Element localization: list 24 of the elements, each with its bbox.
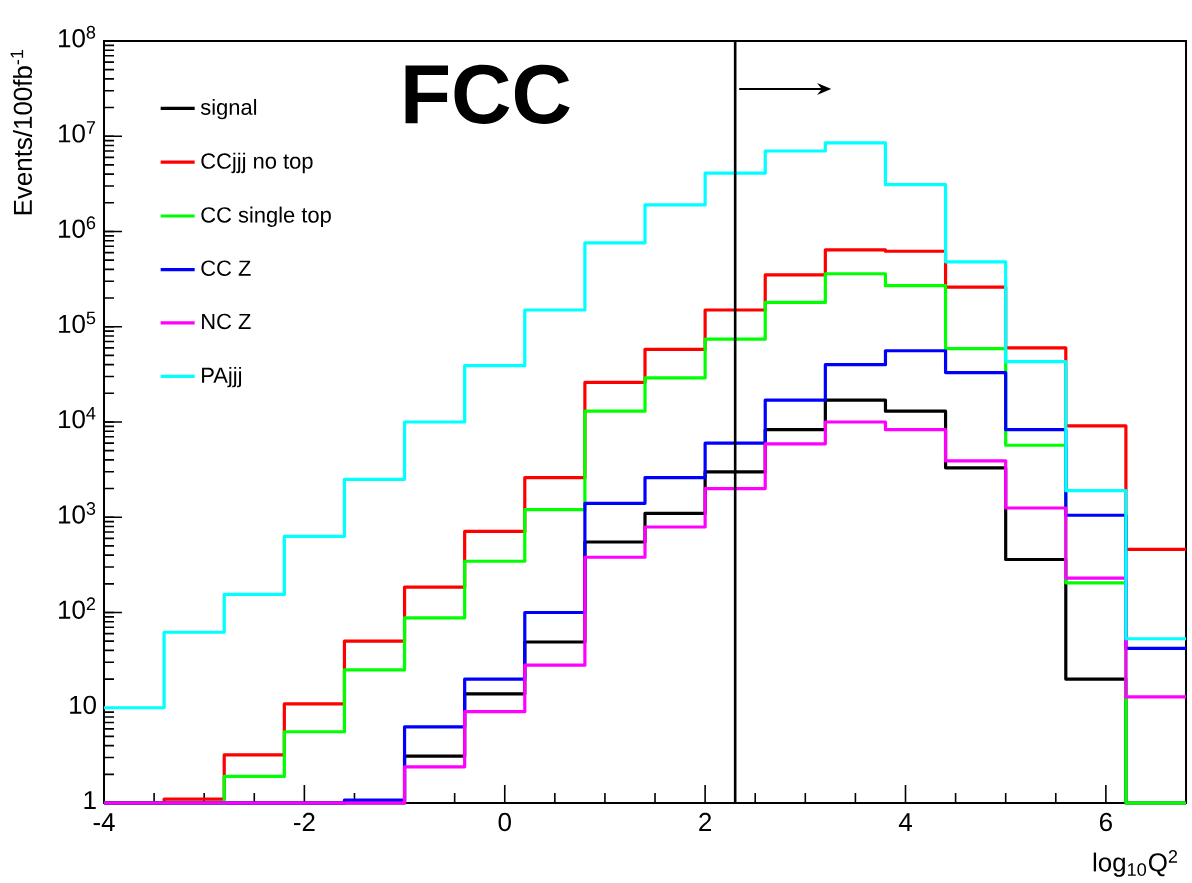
legend-label: CC Z — [201, 260, 251, 276]
legend-label: signal — [200, 98, 257, 120]
x-tick-label: 6 — [1099, 812, 1112, 832]
x-axis-title: log$_{10}$Q$^{2}$ — [1093, 850, 1178, 877]
y-tick-label: 10$^{4}$ — [59, 406, 96, 429]
x-tick-label: 2 — [699, 812, 712, 831]
y-tick-label: 10$^{8}$ — [59, 25, 96, 48]
y-tick-label: 10$^{6}$ — [59, 216, 96, 238]
x-tick-label: -2 — [294, 812, 315, 831]
legend-label: CCjjj no top — [201, 152, 313, 174]
y-axis-title: Events/100fb$^{-1}$ — [10, 49, 33, 215]
x-tick-label: -4 — [93, 813, 115, 831]
x-tick-label: 4 — [898, 813, 912, 831]
annotation: FCC — [405, 64, 570, 124]
y-tick-label: 10$^{3}$ — [59, 502, 96, 524]
y-tick-label: 10$^{5}$ — [59, 311, 96, 334]
y-tick-label: 10$^{2}$ — [59, 597, 96, 619]
x-tick-label: 0 — [498, 812, 511, 832]
legend-label: PAjjj — [202, 366, 242, 388]
legend-label: CC single top — [201, 206, 331, 227]
y-tick-label: 1 — [84, 791, 96, 809]
y-tick-label: 10 — [70, 695, 96, 714]
y-tick-label: 10$^{7}$ — [59, 121, 96, 143]
legend-label: NC Z — [202, 313, 251, 330]
